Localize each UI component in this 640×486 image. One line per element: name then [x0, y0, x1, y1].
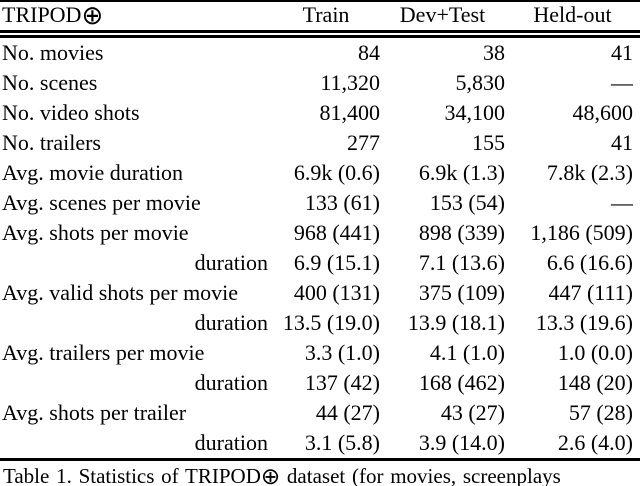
table-row: duration 3.1 (5.8) 3.9 (14.0) 2.6 (4.0) — [0, 428, 640, 460]
devtest-value: 375 (109) — [418, 280, 505, 305]
oplus-icon: ⊕ — [81, 1, 104, 31]
row-label: Avg. movie duration — [2, 160, 184, 185]
heldout-value: 6.6 (16.6) — [546, 250, 633, 275]
train-value: 11,320 — [320, 70, 380, 95]
table-row: Avg. scenes per movie 133 (61) 153 (54) — — [0, 188, 640, 218]
heldout-value: 57 (28) — [568, 400, 633, 425]
table-title-text: TRIPOD — [2, 2, 82, 27]
train-value: 81,400 — [319, 100, 381, 125]
row-label: Avg. trailers per movie — [2, 340, 205, 365]
devtest-value: 7.1 (13.6) — [418, 250, 505, 275]
devtest-value: 38 — [483, 40, 505, 65]
devtest-value: 6.9k (1.3) — [418, 160, 505, 185]
train-value: 400 (131) — [293, 280, 380, 305]
train-value: 137 (42) — [304, 370, 380, 395]
heldout-value: 1,186 (509) — [530, 220, 633, 245]
caption-prefix: Table 1. Statistics of TRIPOD — [3, 464, 261, 486]
row-label: No. scenes — [2, 70, 98, 95]
table-title: TRIPOD⊕ — [0, 0, 272, 38]
table-row: Avg. valid shots per movie 400 (131) 375 (… — [0, 278, 640, 308]
train-value: 968 (441) — [293, 220, 380, 245]
col-header-devtest: Dev+Test — [380, 0, 505, 38]
train-value: 3.1 (5.8) — [304, 430, 380, 455]
train-value: 3.3 (1.0) — [304, 340, 380, 365]
heldout-value: 41 — [611, 40, 633, 65]
row-label: No. video shots — [2, 100, 140, 125]
row-label: No. movies — [2, 40, 104, 65]
table-row: Avg. shots per movie 968 (441) 898 (339) 1,… — [0, 218, 640, 248]
oplus-icon: ⊕ — [260, 464, 281, 486]
row-label: duration — [194, 430, 268, 455]
caption-suffix: dataset (for movies, screenplays — [280, 464, 561, 486]
devtest-value: 43 (27) — [440, 400, 505, 425]
table-row: No. movies 84 38 41 — [0, 34, 640, 68]
row-label: Avg. valid shots per movie — [2, 280, 239, 305]
train-value: 6.9k (0.6) — [293, 160, 380, 185]
table-row: duration 137 (42) 168 (462) 148 (20) — [0, 368, 640, 398]
devtest-value: 898 (339) — [418, 220, 505, 245]
heldout-value: 447 (111) — [548, 280, 633, 305]
heldout-value: — — [611, 190, 633, 215]
train-value: 133 (61) — [304, 190, 380, 215]
train-value: 84 — [358, 40, 380, 65]
row-label: duration — [194, 370, 268, 395]
devtest-value: 13.9 (18.1) — [407, 310, 505, 335]
col-header-heldout: Held-out — [505, 0, 640, 38]
heldout-value: 7.8k (2.3) — [546, 160, 633, 185]
train-value: 6.9 (15.1) — [293, 250, 380, 275]
stats-table-body: No. movies 84 38 41 No. scenes 11,320 5,830— No… — [0, 34, 640, 460]
row-label: Avg. shots per movie — [2, 220, 189, 245]
heldout-value: 1.0 (0.0) — [557, 340, 633, 365]
row-label: Avg. shots per trailer — [2, 400, 187, 425]
heldout-value: 48,600 — [572, 100, 634, 125]
table-row: No. trailers 277 155 41 — [0, 128, 640, 158]
row-label: Avg. scenes per movie — [2, 190, 201, 215]
row-label: duration — [194, 310, 268, 335]
train-value: 277 — [347, 130, 380, 155]
train-value: 44 (27) — [315, 400, 380, 425]
col-header-train: Train — [272, 0, 380, 38]
devtest-value: 153 (54) — [429, 190, 505, 215]
stats-table: TRIPOD⊕ Train Dev+Test Held-out No. movi… — [0, 0, 640, 460]
table-row: No. scenes 11,320 5,830 — — [0, 68, 640, 98]
heldout-value: 148 (20) — [557, 370, 633, 395]
devtest-value: 5,830 — [455, 70, 506, 95]
row-label: No. trailers — [2, 130, 101, 155]
table-row: No. video shots 81,400 34,100 48,600 — [0, 98, 640, 128]
devtest-value: 4.1 (1.0) — [429, 340, 505, 365]
table-row: duration 13.5 (19.0) 13.9 (18.1) 13.3 (19.6… — [0, 308, 640, 338]
table-caption: Table 1. Statistics of TRIPOD⊕ dataset (… — [3, 464, 640, 486]
devtest-value: 168 (462) — [418, 370, 505, 395]
heldout-value: 41 — [611, 130, 633, 155]
heldout-value: 2.6 (4.0) — [557, 430, 633, 455]
devtest-value: 34,100 — [444, 100, 506, 125]
table-row: duration 6.9 (15.1) 7.1 (13.6) 6.6 (16.6) — [0, 248, 640, 278]
table-row: Avg. trailers per movie 3.3 (1.0) 4.1 (1.0… — [0, 338, 640, 368]
heldout-value: — — [611, 70, 633, 95]
devtest-value: 3.9 (14.0) — [418, 430, 505, 455]
heldout-value: 13.3 (19.6) — [535, 310, 633, 335]
train-value: 13.5 (19.0) — [282, 310, 380, 335]
table-row: Avg. shots per trailer 44 (27) 43 (27) 57 (… — [0, 398, 640, 428]
header-row: TRIPOD⊕ Train Dev+Test Held-out — [0, 0, 640, 38]
table-row: Avg. movie duration 6.9k (0.6) 6.9k (1.3) 7… — [0, 158, 640, 188]
devtest-value: 155 — [472, 130, 505, 155]
row-label: duration — [194, 250, 268, 275]
